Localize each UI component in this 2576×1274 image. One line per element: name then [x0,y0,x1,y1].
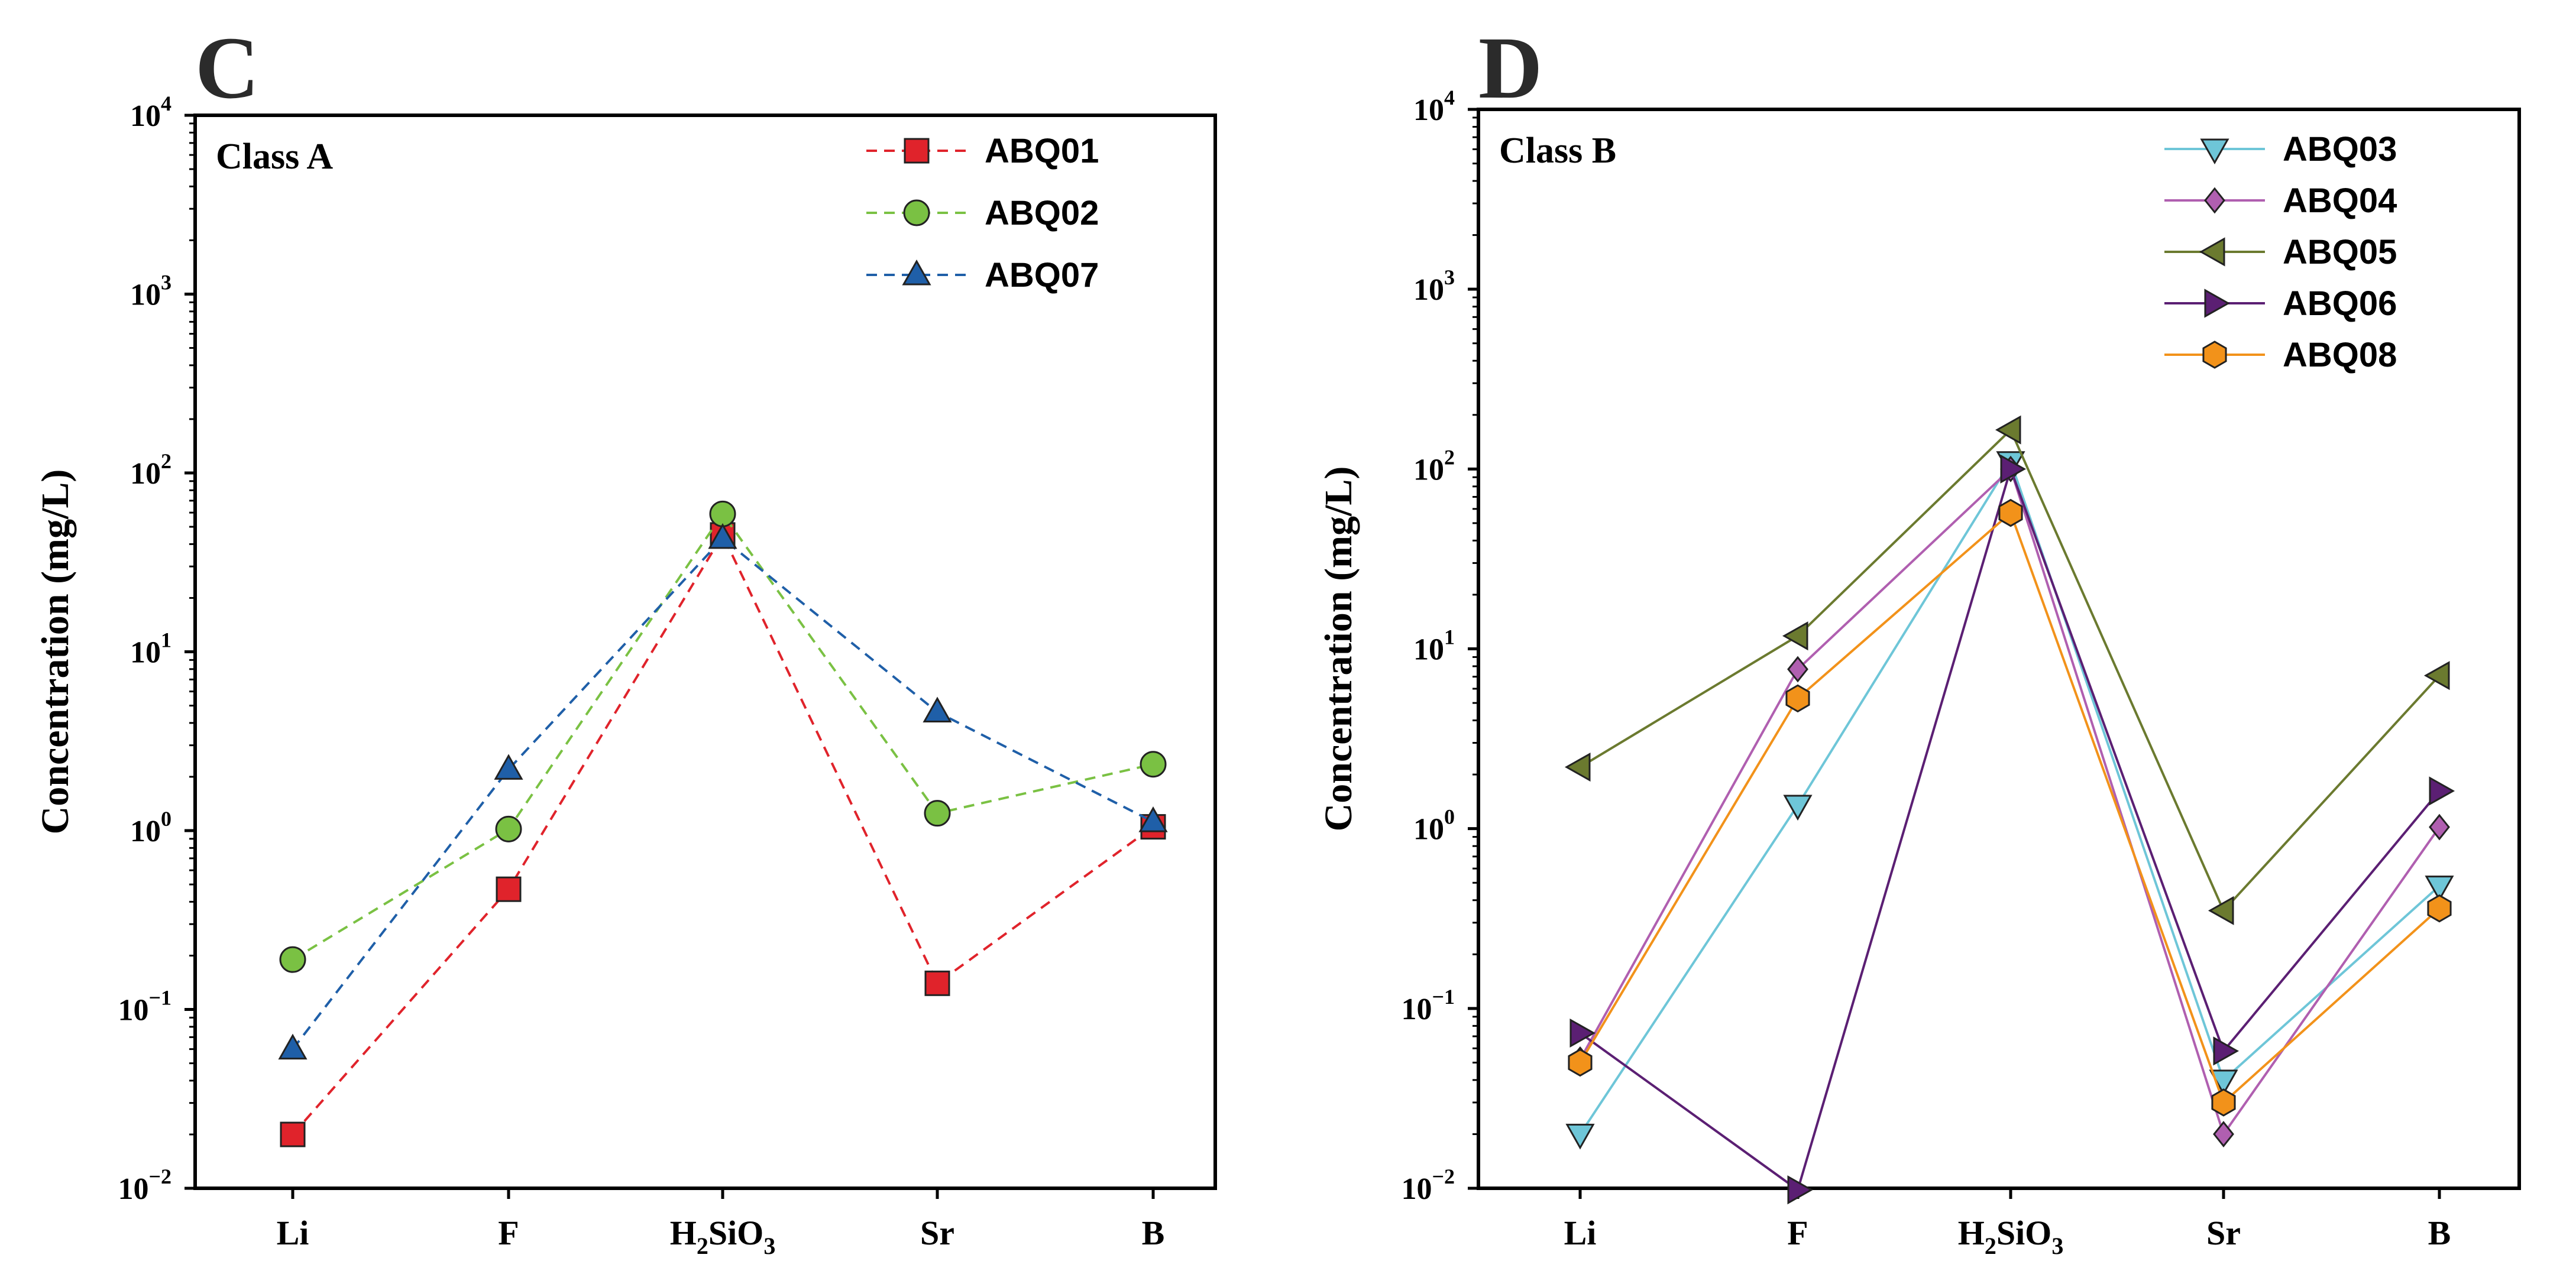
data-point [496,876,522,902]
data-point [1565,1123,1595,1150]
data-point [2208,896,2234,925]
data-point [2425,876,2454,902]
x-tick-label: Sr [920,1214,954,1252]
series-line [292,537,1154,1050]
y-axis-label: Concentration (mg/L) [34,469,77,835]
legend-marker [902,259,931,286]
data-point [1783,795,1813,821]
y-tick-label: 104 [130,92,171,133]
data-point [1569,1018,1596,1048]
legend: ABQ01 ABQ02 ABQ07 [866,132,1099,294]
data-point [923,696,952,723]
data-point [1140,751,1167,778]
data-point [280,1121,306,1147]
legend-marker [904,138,930,164]
data-point [2211,1088,2236,1117]
data-point [924,800,951,827]
data-point [279,946,306,973]
series-line [292,511,1154,961]
data-point [924,970,950,996]
series-abq06 [1569,454,2455,1205]
y-tick-label: 102 [130,449,171,491]
y-axis-label: Concentration (mg/L) [1317,466,1360,832]
x-tick-label: B [2428,1214,2451,1252]
data-point [2213,1036,2240,1066]
data-point [1782,621,1808,651]
legend-marker [2204,288,2231,318]
data-point [1785,684,1810,713]
data-point [2429,776,2455,806]
class-label: Class B [1499,131,1616,171]
x-tick-label: Sr [2206,1214,2241,1252]
data-point [1787,656,1808,683]
y-tick-label: 103 [1413,265,1455,307]
data-point [1138,806,1168,832]
y-tick-label: 102 [1413,445,1455,487]
legend-label: ABQ04 [2283,181,2397,220]
data-point [1564,752,1591,782]
series-abq03 [1565,451,2454,1150]
data-point [495,815,522,842]
data-point [2427,894,2452,923]
data-point [2429,813,2450,841]
x-tick-label: B [1142,1214,1165,1252]
y-tick-label: 10−1 [118,986,171,1027]
series-abq08 [1568,498,2452,1117]
legend-label: ABQ08 [2283,336,2397,374]
series-line [1579,459,2441,1135]
data-point [1787,1175,1814,1205]
y-tick-label: 10−1 [1401,985,1455,1026]
legend-marker [2200,138,2229,165]
legend-label: ABQ06 [2283,284,2397,323]
x-tick-label: H2SiO3 [1958,1214,2064,1259]
y-tick-label: 101 [1413,625,1455,667]
y-tick-label: 100 [1413,805,1455,847]
panel-letter: C [195,19,259,117]
series-abq01 [280,522,1166,1147]
x-tick-label: F [498,1214,519,1252]
legend: ABQ03 ABQ04 ABQ05 ABQ06 ABQ08 [2164,130,2397,374]
data-point [2213,1121,2234,1147]
data-point [709,500,736,527]
legend-marker [2199,237,2225,267]
panel-letter: D [1478,19,1542,117]
series-abq05 [1564,415,2450,925]
series-abq04 [1569,455,2450,1147]
data-point [1995,415,2021,445]
legend-marker [903,199,930,226]
data-point [494,754,523,780]
x-tick-label: Li [277,1214,309,1252]
series-line [292,532,1154,1136]
series-abq07 [278,523,1168,1060]
chart-panel-c: C 10−2 10−1 100 101 102 103 104 Li F H2SiO3 Sr B Conc… [34,19,1217,1259]
chart-panel-d: D 10−2 10−1 100 101 102 103 104 Li F H2SiO3 Sr B Conc… [1317,19,2521,1259]
x-tick-label: H2SiO3 [670,1214,776,1259]
legend-label: ABQ03 [2283,130,2397,168]
data-point [1568,1048,1593,1077]
data-point [278,1033,308,1060]
y-tick-label: 104 [1413,86,1455,127]
y-tick-label: 10−2 [1401,1165,1455,1206]
legend-label: ABQ01 [985,132,1099,170]
legend-label: ABQ07 [985,256,1099,294]
x-tick-label: Li [1564,1214,1597,1252]
data-point [2423,661,2450,691]
y-tick-label: 103 [130,271,171,312]
x-tick-label: F [1787,1214,1808,1252]
series-line [1579,466,2441,1137]
y-tick-label: 101 [130,628,171,670]
legend-marker [2204,187,2225,214]
legend-label: ABQ05 [2283,233,2397,271]
series-abq02 [279,500,1167,973]
data-point [708,523,737,549]
data-point [2000,454,2027,484]
data-point [1998,498,2023,527]
legend-marker [2202,341,2227,369]
legend-label: ABQ02 [985,194,1099,232]
class-label: Class A [216,137,333,177]
y-tick-label: 10−2 [118,1165,171,1206]
y-tick-label: 100 [130,807,171,848]
series-line [1579,511,2441,1105]
